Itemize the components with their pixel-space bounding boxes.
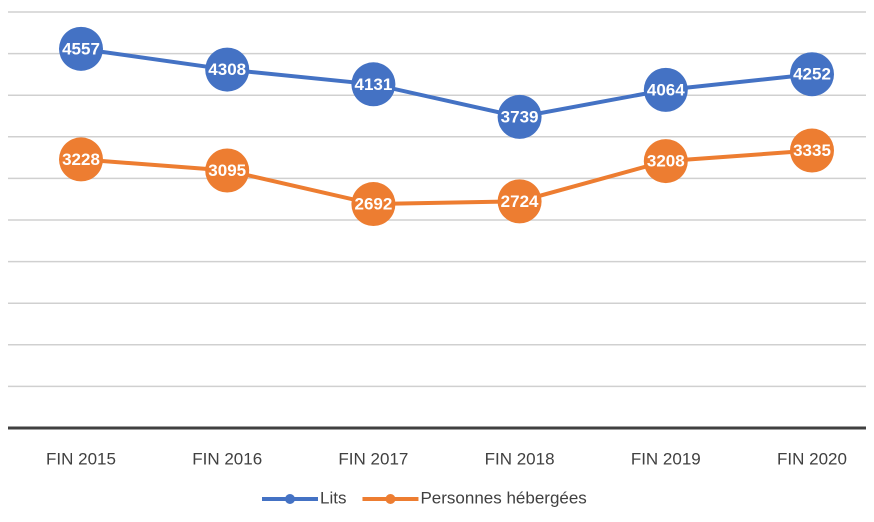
marker [497, 179, 542, 224]
x-tick-label: FIN 2020 [777, 449, 847, 468]
line [80, 46, 813, 119]
marker [790, 128, 834, 173]
line [80, 148, 813, 207]
marker [351, 182, 396, 227]
data-label: 4252 [793, 65, 831, 84]
data-label: 3095 [208, 161, 246, 180]
x-tick-label: FIN 2019 [631, 449, 701, 468]
data-label: 3208 [647, 152, 685, 171]
data-label: 2692 [354, 195, 392, 214]
data-label: 4131 [354, 75, 392, 94]
x-tick-label: FIN 2017 [338, 449, 408, 468]
marker [205, 148, 250, 193]
x-tick-label: FIN 2018 [485, 449, 555, 468]
marker [351, 62, 396, 107]
data-label: 4308 [208, 60, 246, 79]
x-tick-label: FIN 2015 [46, 449, 116, 468]
data-label: 3335 [793, 141, 831, 160]
legend-label: Lits [320, 488, 346, 507]
legend-marker [285, 494, 295, 504]
data-label: 4064 [647, 80, 685, 99]
data-label: 3739 [501, 107, 539, 126]
marker [643, 67, 688, 112]
data-label: 2724 [501, 192, 539, 211]
marker [59, 137, 103, 182]
data-label: 3228 [62, 150, 100, 169]
data-label: 4557 [62, 39, 100, 58]
marker [790, 52, 834, 97]
marker [59, 26, 103, 71]
x-tick-label: FIN 2016 [192, 449, 262, 468]
marker [643, 139, 688, 184]
marker [497, 94, 542, 139]
legend-label: Personnes hébergées [420, 488, 586, 507]
legend-marker [385, 494, 396, 504]
marker [205, 47, 250, 92]
